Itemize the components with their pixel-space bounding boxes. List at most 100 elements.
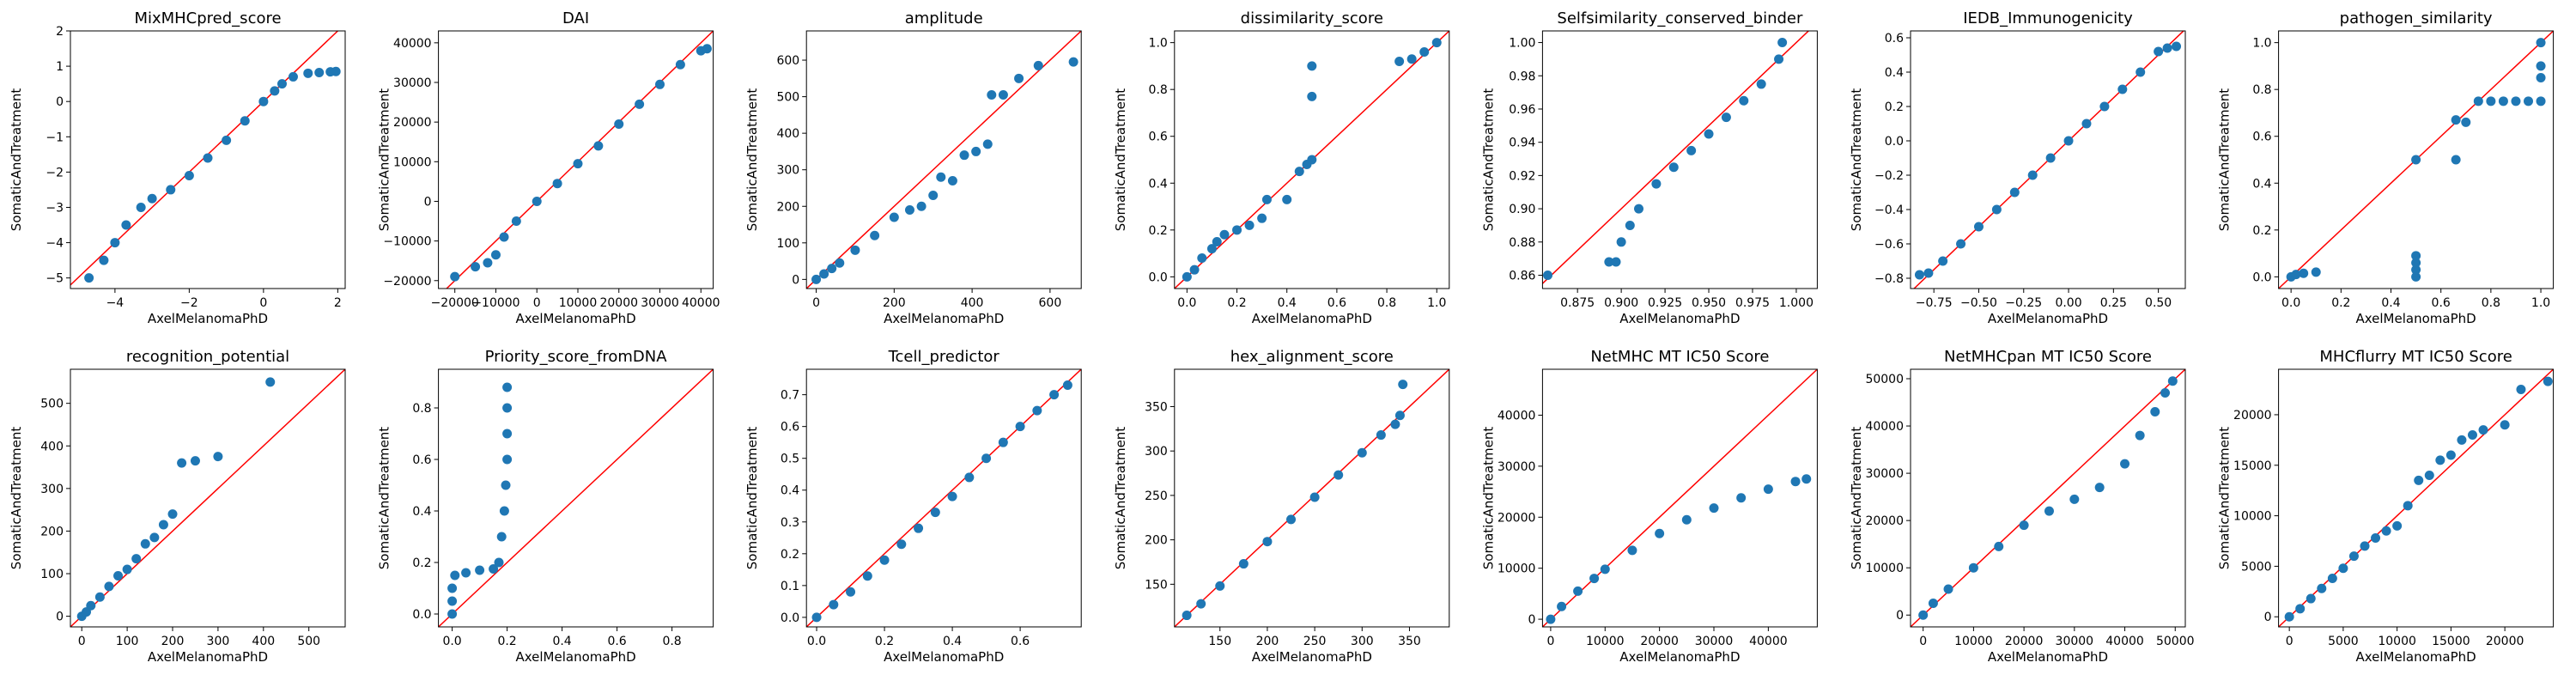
y-tick-label: 0 [56, 611, 64, 624]
y-axis-label: SomaticAndTreatment [1480, 427, 1496, 570]
y-axis-label: SomaticAndTreatment [744, 427, 760, 570]
y-tick-label: 400 [776, 127, 799, 141]
y-tick-label: 0.6 [1149, 131, 1168, 144]
data-point [2381, 526, 2391, 536]
subplot-title: IEDB_Immunogenicity [1963, 9, 2133, 27]
x-tick-label: 30000 [1695, 635, 1734, 648]
data-point [2516, 385, 2526, 395]
x-axis-label: AxelMelanomaPhD [1619, 649, 1740, 665]
subplot-10: 150 200 250 300 350 150 200 250 300 350 hex_alignm… [1113, 348, 1450, 665]
data-point [1257, 213, 1267, 223]
data-point [511, 216, 521, 227]
data-point [2424, 471, 2434, 481]
data-point [1215, 581, 1225, 591]
data-point [1616, 237, 1626, 247]
data-point [447, 583, 458, 593]
data-point [971, 146, 981, 156]
y-tick-label: −0.6 [1874, 238, 1904, 252]
data-point [1739, 95, 1749, 106]
data-point [896, 539, 907, 550]
x-axis-label: AxelMelanomaPhD [148, 311, 268, 326]
data-point [1600, 564, 1610, 575]
y-tick-label: −10000 [383, 235, 431, 249]
data-point [276, 79, 287, 89]
x-tick-label: 5000 [2328, 635, 2359, 648]
data-point [1197, 253, 1207, 264]
x-tick-label: 0.975 [1735, 296, 1770, 310]
data-point [819, 269, 829, 279]
y-tick-label: 200 [776, 200, 799, 214]
y-tick-label: 0.6 [412, 453, 431, 467]
x-tick-label: 600 [1039, 296, 1062, 310]
y-axis-label: SomaticAndTreatment [1113, 427, 1128, 570]
data-point [914, 523, 924, 533]
data-point [1928, 598, 1938, 608]
y-tick-label: 20000 [1865, 514, 1904, 528]
subplot-6: 0.0 0.2 0.4 0.6 0.8 1.0 0.0 0.2 0.4 0.6 0.8 1.0 path… [2217, 9, 2555, 326]
y-tick-label: 0.4 [1885, 66, 1904, 80]
data-point [947, 491, 957, 502]
data-point [1307, 155, 1317, 165]
data-point [1182, 271, 1192, 282]
y-axis-label: SomaticAndTreatment [1113, 88, 1128, 232]
data-point [86, 600, 96, 611]
x-tick-label: 10000 [1954, 635, 1993, 648]
data-point [2536, 96, 2546, 106]
y-tick-label: 100 [40, 568, 64, 581]
data-point [702, 44, 712, 54]
data-point [450, 570, 460, 581]
data-point [1307, 61, 1317, 71]
x-tick-label: 50000 [2156, 635, 2195, 648]
points [450, 44, 712, 282]
data-point [835, 258, 845, 268]
data-point [1756, 79, 1766, 89]
x-tick-label: 0.50 [2145, 296, 2172, 310]
y-tick-label: 50000 [1865, 373, 1904, 386]
x-tick-label: 20000 [2005, 635, 2044, 648]
points [76, 377, 276, 622]
points [1918, 376, 2178, 620]
y-tick-label: 30000 [393, 76, 432, 90]
data-point [1357, 447, 1367, 458]
y-tick-label: 10000 [393, 155, 432, 169]
x-tick-label: 10000 [2378, 635, 2416, 648]
x-tick-label: 0.2 [497, 635, 516, 648]
data-point [675, 59, 685, 70]
y-tick-label: 10000 [1498, 562, 1536, 576]
subplot-title: Selfsimilarity_conserved_binder [1557, 9, 1803, 27]
data-point [998, 437, 1008, 447]
axes-frame [1910, 368, 2186, 628]
subplot-title: dissimilarity_score [1241, 9, 1383, 27]
data-point [1938, 256, 1948, 266]
data-point [1015, 422, 1025, 432]
axes-frame [70, 30, 346, 289]
data-point [2478, 425, 2488, 435]
data-point [2392, 520, 2403, 531]
axes-frame [1174, 30, 1450, 289]
y-tick-label: 0.0 [412, 608, 431, 622]
data-point [94, 592, 105, 602]
data-point [2411, 251, 2421, 261]
data-point [614, 119, 624, 129]
y-tick-label: 1.0 [1149, 37, 1168, 51]
data-point [1546, 614, 1556, 624]
data-point [490, 250, 501, 260]
data-point [2411, 258, 2421, 268]
data-point [502, 403, 513, 413]
y-axis-label: SomaticAndTreatment [1849, 427, 1864, 570]
points [2284, 376, 2553, 622]
x-tick-label: 0 [78, 635, 86, 648]
points [1546, 474, 1812, 624]
x-tick-label: 400 [961, 296, 984, 310]
y-tick-label: 0.6 [2252, 131, 2271, 144]
data-point [1309, 492, 1320, 502]
data-point [166, 185, 176, 195]
data-point [1014, 73, 1024, 83]
y-tick-label: 0.96 [1509, 103, 1535, 117]
data-point [593, 141, 604, 151]
subplot-11: 0 10000 20000 30000 40000 0 10000 20000 30000 400… [1480, 348, 1818, 665]
data-point [2543, 376, 2553, 386]
data-point [475, 565, 485, 575]
data-point [2019, 520, 2029, 531]
